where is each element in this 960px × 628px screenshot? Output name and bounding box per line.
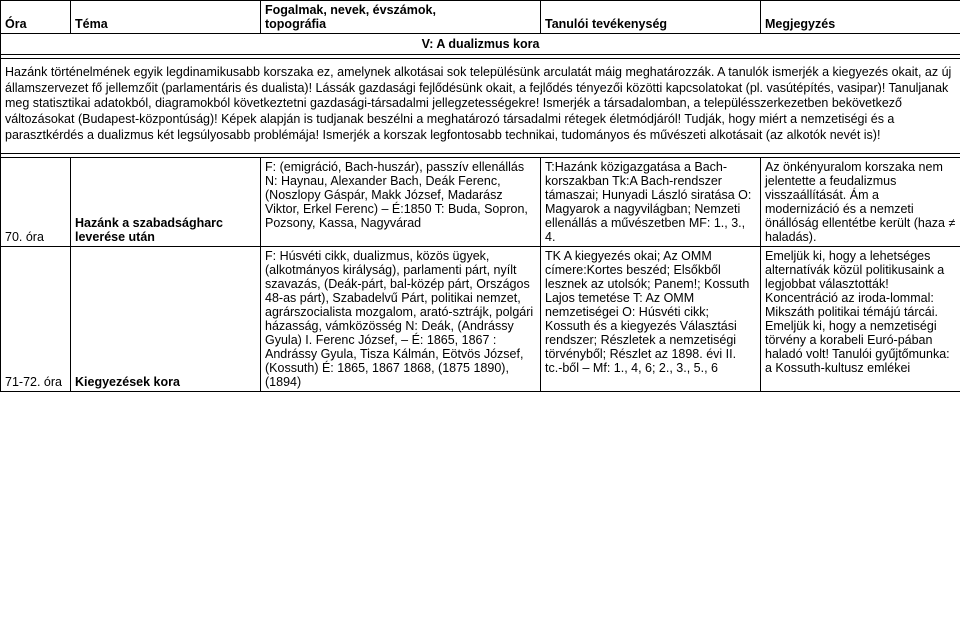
- intro-row: Hazánk történelmének egyik legdinamikusa…: [1, 59, 960, 154]
- cell-tanuloi: T:Hazánk közigazgatása a Bach-korszakban…: [541, 158, 761, 247]
- cell-tema: Kiegyezések kora: [71, 247, 261, 392]
- curriculum-table: ÓraTémaFogalmak, nevek, évszámok,topográ…: [0, 0, 960, 392]
- table-row: 70. óraHazánk a szabadságharc leverése u…: [1, 158, 960, 247]
- col-header-ora: Óra: [1, 1, 71, 34]
- col-header-megjegyzes: Megjegyzés: [761, 1, 960, 34]
- col-header-tanuloi: Tanulói tevékenység: [541, 1, 761, 34]
- table-row: 71-72. óraKiegyezések koraF: Húsvéti cik…: [1, 247, 960, 392]
- col-header-fogalmak: Fogalmak, nevek, évszámok,topográfia: [261, 1, 541, 34]
- cell-ora: 70. óra: [1, 158, 71, 247]
- cell-ora: 71-72. óra: [1, 247, 71, 392]
- section-title: V: A dualizmus kora: [1, 34, 960, 55]
- cell-megjegyzes: Az önkényuralom korszaka nem jelentette …: [761, 158, 960, 247]
- section-title-row: V: A dualizmus kora: [1, 34, 960, 55]
- cell-tema: Hazánk a szabadságharc leverése után: [71, 158, 261, 247]
- cell-fogalmak: F: (emigráció, Bach-huszár), passzív ell…: [261, 158, 541, 247]
- intro-text: Hazánk történelmének egyik legdinamikusa…: [1, 59, 960, 154]
- cell-tanuloi: TK A kiegyezés okai; Az OMM címere:Korte…: [541, 247, 761, 392]
- cell-megjegyzes: Emeljük ki, hogy a lehetséges alternatív…: [761, 247, 960, 392]
- col-header-tema: Téma: [71, 1, 261, 34]
- table-header-row: ÓraTémaFogalmak, nevek, évszámok,topográ…: [1, 1, 960, 34]
- cell-fogalmak: F: Húsvéti cikk, dualizmus, közös ügyek,…: [261, 247, 541, 392]
